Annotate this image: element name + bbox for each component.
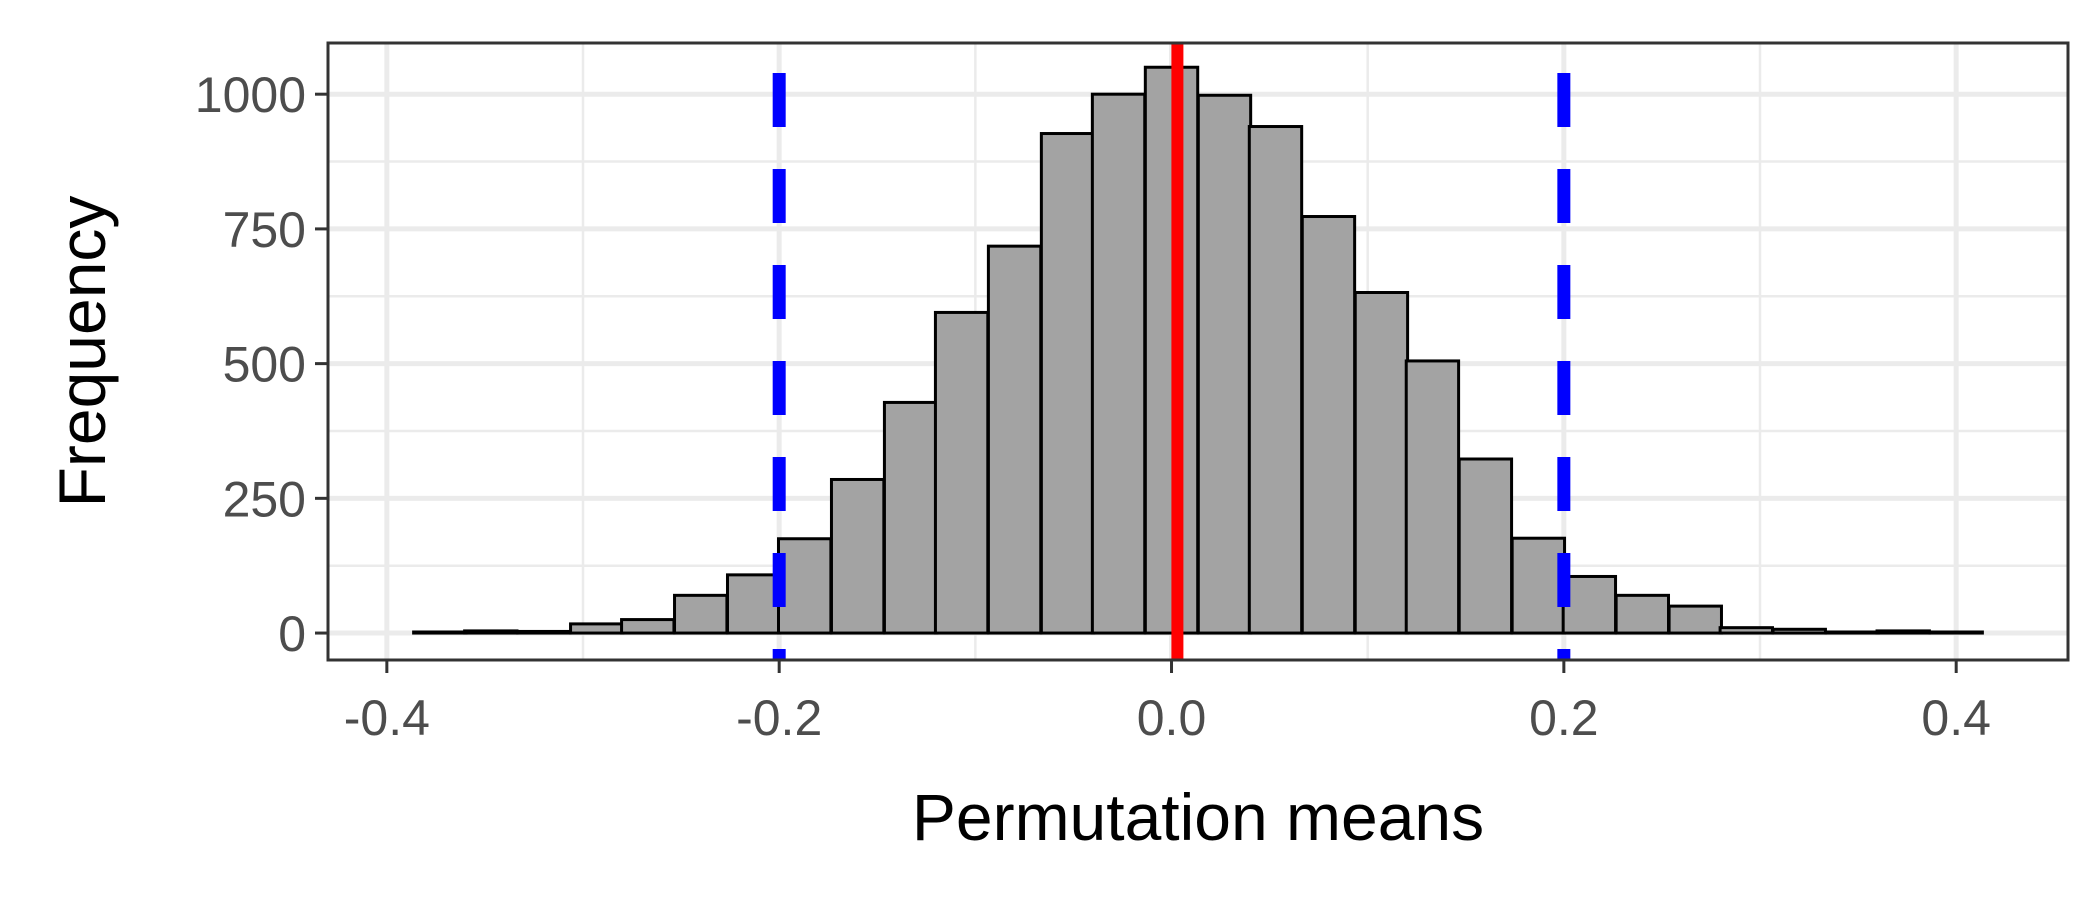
y-tick-label: 500 (223, 337, 306, 393)
histogram-bar (1300, 215, 1357, 635)
histogram-bar (673, 593, 729, 635)
panel-border (326, 41, 2070, 662)
histogram-bar (776, 537, 833, 635)
x-tick-label: -0.2 (736, 690, 822, 746)
histogram-bar (1667, 604, 1723, 635)
histogram-bar (1718, 626, 1774, 635)
histogram-bar (725, 573, 782, 635)
histogram-bar (882, 400, 939, 635)
reference-lines (772, 43, 1571, 660)
histogram-bar (1824, 630, 1880, 635)
histogram-bar (1247, 125, 1304, 635)
histogram-bar (516, 629, 572, 635)
x-axis-title: Permutation means (912, 780, 1484, 854)
y-tick-label: 1000 (195, 67, 306, 123)
y-axis-ticks: 0 250 500 750 1000 (195, 67, 328, 662)
y-tick-label: 250 (223, 471, 306, 527)
histogram-bar (1928, 630, 1984, 635)
y-tick-label: 0 (278, 606, 306, 662)
histogram-bar (1771, 627, 1827, 635)
x-axis-ticks: -0.4 -0.2 0.0 0.2 0.4 (344, 660, 1991, 746)
x-tick-label: 0.0 (1137, 690, 1207, 746)
histogram-bar (412, 630, 468, 635)
histogram-bar (463, 629, 519, 635)
y-axis-title: Frequency (45, 196, 119, 508)
histogram-bar (1039, 132, 1096, 635)
histogram-bar (1457, 457, 1514, 635)
x-tick-label: 0.2 (1529, 690, 1599, 746)
histogram-bar (1196, 93, 1253, 635)
y-tick-label: 750 (223, 202, 306, 258)
histogram-bar (1510, 536, 1567, 635)
histogram-bar (1404, 359, 1461, 635)
histogram-bar (1353, 290, 1410, 635)
x-tick-label: 0.4 (1921, 690, 1991, 746)
histogram-bar (620, 618, 676, 635)
histogram-bar (986, 244, 1043, 635)
histogram-bar (1090, 92, 1147, 635)
histogram-bar (933, 310, 990, 635)
histogram-bar (569, 622, 625, 635)
histogram-bar (1875, 629, 1931, 635)
histogram-bar (829, 477, 886, 635)
x-tick-label: -0.4 (344, 690, 430, 746)
histogram-bar (1614, 593, 1671, 635)
histogram-bars (412, 65, 1984, 635)
histogram-bar (1561, 574, 1618, 635)
